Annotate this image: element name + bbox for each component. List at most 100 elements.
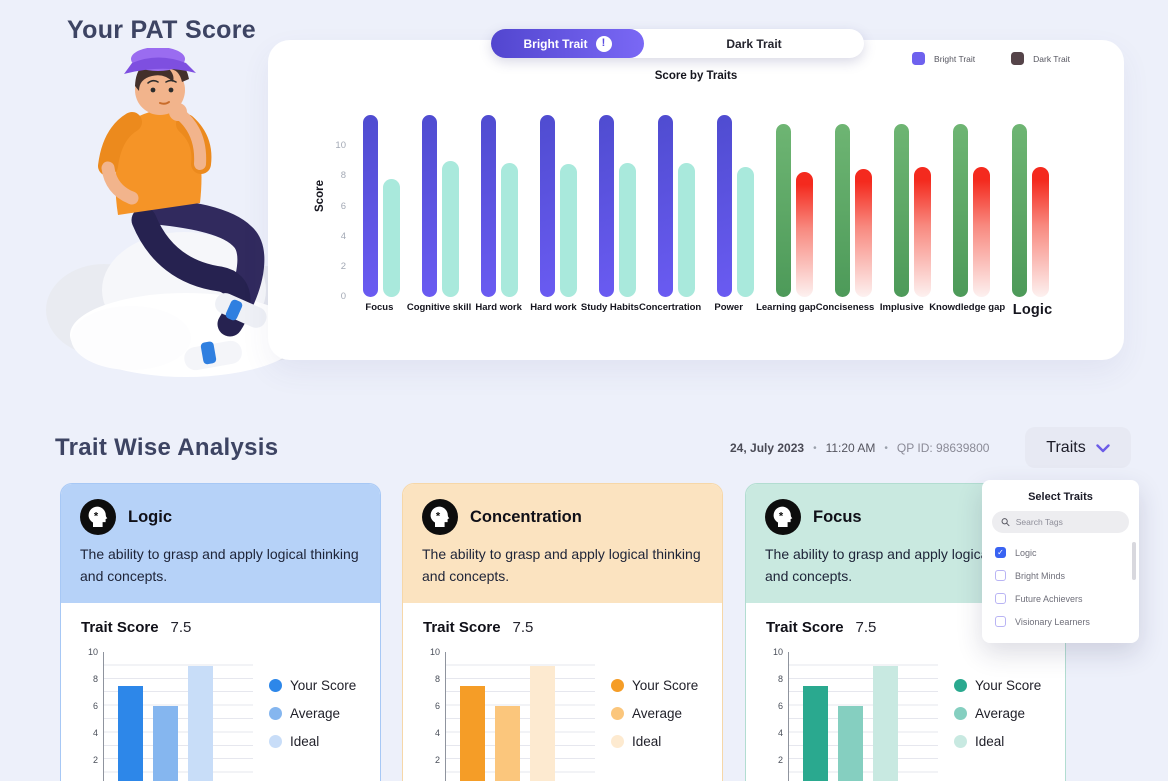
traits-button-label: Traits (1046, 438, 1086, 456)
trait-options-list: ✓ Logic Bright Minds Future Achievers Vision… (982, 541, 1139, 633)
mini-bar-ideal (188, 665, 213, 781)
x-axis-label: Cognitive skill (406, 302, 472, 313)
trait-score-value: 7.5 (170, 619, 192, 637)
trait-score-bar (1032, 167, 1049, 297)
legend-dot (611, 679, 624, 693)
x-axis-label: Knowdledge gap (929, 302, 1006, 313)
bar-group (883, 113, 942, 297)
mini-bar-average (153, 705, 178, 781)
trait-capacity-bar (422, 114, 437, 297)
legend-dot (611, 707, 624, 721)
bar-group (824, 113, 883, 297)
bright-trait-swatch (912, 52, 926, 65)
card-description: The ability to grasp and apply logical t… (422, 546, 701, 584)
card-header: * Logic The ability to grasp and apply l… (61, 484, 380, 604)
x-axis-label: Learning gap (756, 302, 816, 313)
x-axis-label: Power (714, 302, 743, 313)
search-input[interactable] (1015, 517, 1120, 527)
card-description: The ability to grasp and apply logical t… (80, 546, 359, 584)
legend-dot (611, 735, 624, 749)
trait-score-bar (442, 161, 459, 297)
trait-option-logic[interactable]: ✓ Logic (982, 541, 1139, 564)
legend-item: Your Score (269, 678, 356, 693)
card-title: Logic (128, 507, 172, 526)
mini-bar-your-score (460, 685, 485, 781)
traits-dropdown-button[interactable]: Traits (1025, 427, 1131, 468)
mini-plot (103, 652, 253, 781)
legend-label: Ideal (632, 734, 662, 750)
legend-label: Bright Trait (934, 53, 976, 64)
legend-dot (269, 679, 282, 693)
legend-item: Average (269, 706, 356, 721)
trait-option-label: Bright Minds (1015, 570, 1066, 581)
trait-capacity-bar (717, 114, 732, 297)
bar-group (588, 113, 647, 297)
checkbox-unchecked-icon[interactable] (995, 616, 1006, 627)
mini-bar-average (838, 705, 863, 781)
separator-dot: • (813, 442, 817, 454)
legend-dot (269, 707, 282, 721)
trait-option-label: Future Achievers (1015, 593, 1083, 604)
report-meta: 24, July 2023 • 11:20 AM • QP ID: 986398… (730, 441, 996, 455)
trait-capacity-bar (835, 123, 850, 297)
mini-legend: Your Score Average Ideal (611, 678, 698, 781)
trait-capacity-bar (1012, 123, 1027, 297)
mini-legend: Your Score Average Ideal (954, 678, 1041, 781)
chart-legend: Bright Trait Dark Trait (912, 52, 1070, 65)
checkbox-checked-icon[interactable]: ✓ (995, 547, 1006, 558)
mind-icon: * (765, 499, 801, 535)
trait-score-bar (560, 164, 577, 297)
trait-card-concentration: * Concentration The ability to grasp and… (402, 483, 723, 781)
card-description: The ability to grasp and apply logical t… (765, 546, 1044, 584)
trait-score-label: Trait Score (766, 619, 844, 637)
trait-score-bar (796, 171, 813, 297)
legend-item: Ideal (611, 734, 698, 749)
x-axis-label: Hard work (530, 302, 577, 313)
page-title: Your PAT Score (67, 16, 256, 44)
info-icon[interactable]: ! (595, 35, 612, 52)
x-axis-label: Focus (365, 302, 394, 313)
trait-option-future-achievers[interactable]: Future Achievers (982, 587, 1139, 610)
card-header: * Concentration The ability to grasp and… (403, 484, 722, 604)
dark-trait-tab[interactable]: Dark Trait (726, 36, 782, 51)
checkbox-unchecked-icon[interactable] (995, 570, 1006, 581)
select-traits-panel: Select Traits ✓ Logic Bright Minds Future A… (982, 480, 1139, 643)
bar-group (352, 113, 411, 297)
trait-capacity-bar (953, 123, 968, 297)
trait-score-bar (619, 162, 636, 297)
legend-label: Ideal (290, 734, 320, 750)
trait-option-label: Visionary Learners (1015, 616, 1090, 627)
trait-score-bar (855, 168, 872, 297)
report-date: 24, July 2023 (730, 441, 805, 455)
bar-group (529, 113, 588, 297)
trait-capacity-bar (540, 114, 555, 297)
legend-item: Ideal (269, 734, 356, 749)
mini-bar-your-score (118, 685, 143, 781)
report-time: 11:20 AM (825, 441, 876, 455)
mini-legend: Your Score Average Ideal (269, 678, 356, 781)
trait-score-bar (914, 167, 931, 297)
bright-trait-tab[interactable]: Bright Trait ! (491, 29, 644, 58)
chevron-down-icon (1096, 444, 1110, 453)
scrollbar[interactable] (1132, 542, 1136, 580)
y-axis-ticks: 0 2 4 6 8 10 (335, 140, 346, 302)
mini-plot (445, 652, 595, 781)
trait-option-visionary-learners[interactable]: Visionary Learners (982, 610, 1139, 633)
checkbox-unchecked-icon[interactable] (995, 593, 1006, 604)
trait-score-value: 7.5 (512, 619, 534, 637)
trait-option-bright-minds[interactable]: Bright Minds (982, 564, 1139, 587)
trait-score-bar (737, 167, 754, 297)
bar-chart-plot (352, 113, 1060, 297)
search-box[interactable] (992, 511, 1129, 533)
x-axis-label: Logic (1012, 302, 1053, 318)
mini-bar-ideal (873, 665, 898, 781)
legend-dot (269, 735, 282, 749)
trait-capacity-bar (776, 123, 791, 297)
bar-group (647, 113, 706, 297)
trait-score-label: Trait Score (423, 619, 501, 637)
chart-title: Score by Traits (654, 70, 738, 82)
trait-score-bar (973, 167, 990, 297)
